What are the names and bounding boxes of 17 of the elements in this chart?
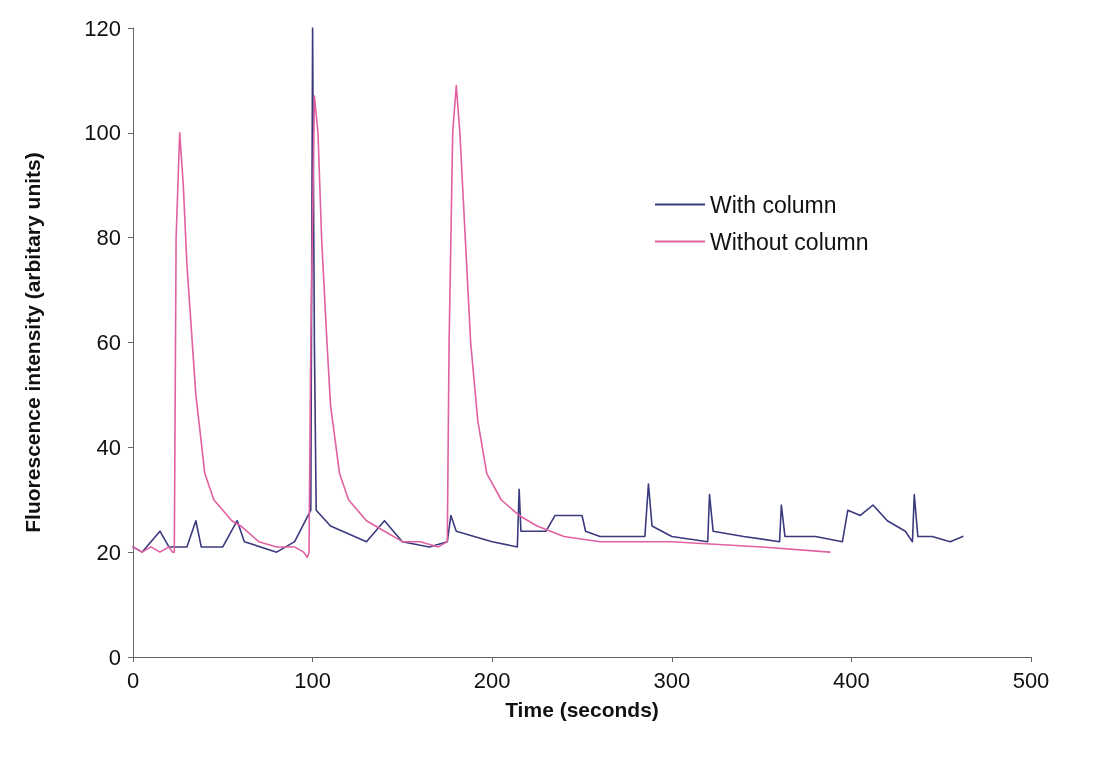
x-tick-label: 300 (653, 667, 691, 693)
y-tick-label: 100 (84, 120, 121, 146)
y-axis-title: Fluorescence intensity (arbitary units) (21, 152, 44, 533)
y-tick-label: 120 (84, 15, 121, 41)
legend-label: With column (710, 191, 837, 218)
x-tick-label: 200 (473, 667, 511, 693)
y-tick-label: 60 (96, 330, 121, 355)
x-tick-label: 400 (833, 667, 870, 693)
y-tick-label: 40 (96, 434, 121, 460)
y-tick-label: 0 (108, 644, 121, 670)
legend-label: Without column (710, 228, 869, 255)
x-tick-label: 500 (1012, 667, 1050, 693)
y-tick-label: 20 (96, 539, 121, 565)
x-axis-title: Time (seconds) (505, 698, 659, 721)
x-tick-label: 0 (126, 667, 140, 693)
y-tick-label: 80 (96, 225, 121, 251)
x-tick-label: 100 (294, 667, 331, 693)
